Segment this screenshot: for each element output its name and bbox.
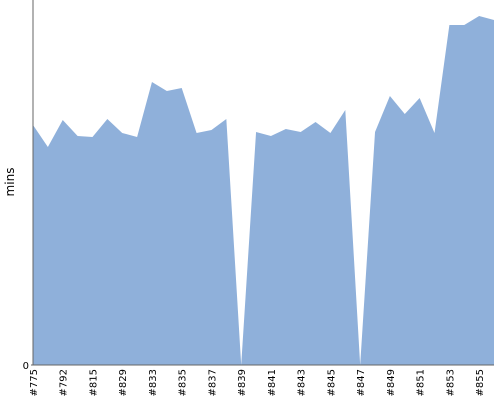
x-tick-label: #851: [416, 369, 427, 396]
x-tick-label: #833: [148, 369, 159, 396]
x-tick-label: #839: [237, 369, 248, 396]
x-tick-label: #775: [29, 369, 40, 396]
area: [33, 16, 494, 365]
x-tick-label: #829: [118, 369, 129, 396]
x-tick-label: #855: [475, 369, 486, 396]
x-tick-label: #853: [445, 369, 456, 396]
y-tick-label: 0: [23, 361, 29, 372]
y-axis-label: mins: [3, 168, 17, 197]
x-tick-label: #815: [88, 369, 99, 396]
x-tick-label: #837: [207, 369, 218, 396]
x-tick-label: #841: [267, 369, 278, 396]
x-tick-label: #845: [326, 369, 337, 396]
x-tick-label: #835: [178, 369, 189, 396]
x-tick-label: #843: [297, 369, 308, 396]
x-tick-label: #792: [59, 369, 70, 396]
x-tick-label: #849: [386, 369, 397, 396]
x-tick-label: #847: [356, 369, 367, 396]
